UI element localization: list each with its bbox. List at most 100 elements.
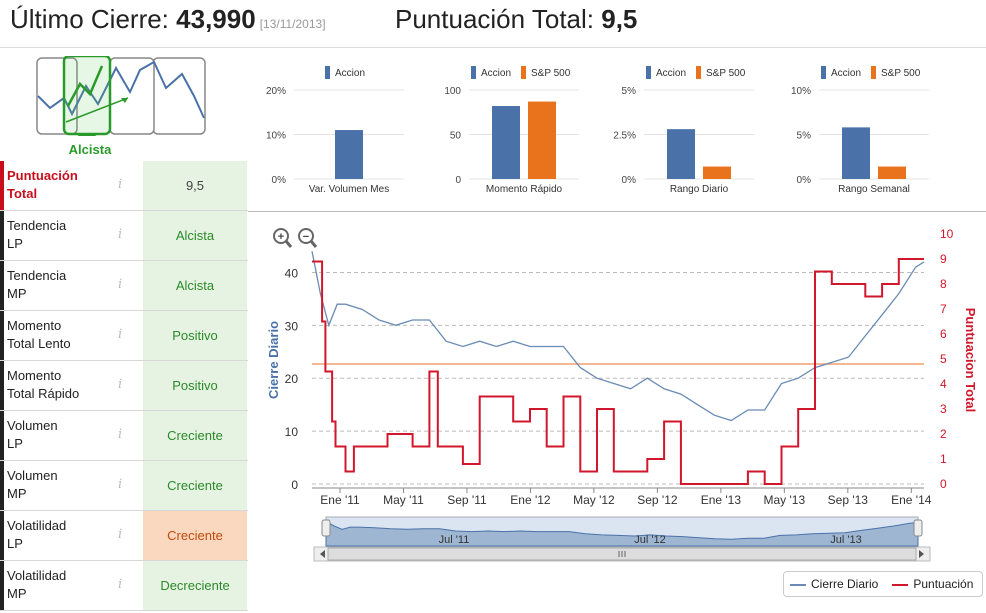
info-icon[interactable]: i [118, 527, 123, 542]
x-category-label: Rango Diario [670, 184, 729, 195]
info-icon[interactable]: i [118, 427, 123, 442]
zoom-in-icon[interactable]: + [273, 228, 293, 248]
svg-text:−: − [303, 231, 309, 243]
mini-chart: Accion S&P 500 100 50 0 Momento Rápido [444, 66, 579, 195]
info-icon[interactable]: i [118, 577, 123, 592]
indicator-row[interactable]: Volumen LP i Creciente [0, 411, 248, 461]
indicator-label-line2: MP [7, 586, 27, 601]
legend-swatch [471, 66, 476, 79]
zoom-out-icon[interactable]: − [298, 228, 318, 248]
x-tick-label: May '11 [383, 493, 424, 507]
y-tick-label: 0% [797, 175, 812, 186]
indicator-label-line1: Volatilidad [7, 518, 67, 533]
last-close-date: [13/11/2013] [259, 17, 326, 31]
bar[interactable] [878, 166, 906, 179]
indicator-label-line2: MP [7, 486, 27, 501]
x-tick-label: Ene '14 [891, 493, 932, 507]
indicator-label-line2: Total Lento [7, 336, 71, 351]
indicator-row[interactable]: Momento Total Rápido i Positivo [0, 361, 248, 411]
indicator-value: Alcista [143, 211, 247, 260]
indicator-row[interactable]: Puntuación Total i 9,5 [0, 161, 248, 211]
legend-close-label: Cierre Diario [811, 577, 879, 591]
y2-tick-label: 7 [940, 302, 947, 316]
info-icon[interactable]: i [118, 177, 123, 192]
bar[interactable] [703, 166, 731, 179]
info-icon[interactable]: i [118, 327, 123, 342]
scroll-left-icon[interactable] [320, 550, 325, 558]
total-score-value: 9,5 [601, 4, 638, 34]
x-category-label: Rango Semanal [838, 184, 910, 195]
scroll-right-icon[interactable] [919, 550, 924, 558]
y2-tick-label: 2 [940, 427, 947, 441]
legend-swatch [871, 66, 876, 79]
bar[interactable] [528, 101, 556, 179]
legend-label: Accion [831, 68, 861, 79]
legend-label: S&P 500 [706, 68, 746, 79]
indicator-row[interactable]: Tendencia LP i Alcista [0, 211, 248, 261]
y-tick-label: 30 [285, 319, 299, 333]
range-navigator[interactable]: Jul '11 Jul '12 Jul '13 [321, 516, 923, 547]
legend-swatch [521, 66, 526, 79]
info-icon[interactable]: i [118, 277, 123, 292]
info-icon[interactable]: i [118, 227, 123, 242]
x-tick-label: Ene '11 [320, 493, 360, 507]
total-score-label: Puntuación Total: [395, 4, 594, 34]
legend-label: Accion [656, 68, 686, 79]
x-tick-label: May '13 [764, 493, 806, 507]
indicator-row[interactable]: Momento Total Lento i Positivo [0, 311, 248, 361]
indicator-label-line1: Volumen [7, 418, 58, 433]
y-tick-label: 2.5% [613, 131, 636, 142]
x-category-label: Var. Volumen Mes [309, 184, 389, 195]
bar[interactable] [335, 130, 363, 179]
series-line-close[interactable] [311, 251, 925, 422]
x-tick-label: Sep '11 [447, 493, 487, 507]
indicator-label-line1: Volumen [7, 468, 58, 483]
series-line-score[interactable] [312, 258, 924, 485]
indicator-label-line2: Total Rápido [7, 386, 80, 401]
indicator-label-line1: Volatilidad [7, 568, 67, 583]
legend-swatch [821, 66, 826, 79]
mini-bar-charts: Accion 20% 10% 0% Var. Volumen Mes Accion S&P … [266, 66, 929, 195]
header: Último Cierre: 43,990 [13/11/2013] Puntua… [0, 0, 986, 48]
indicator-label: Tendencia LP [0, 211, 143, 260]
y-tick-label: 0% [272, 175, 287, 186]
indicator-label: Tendencia MP [0, 261, 143, 310]
legend-score-swatch [892, 583, 909, 586]
legend-label: Accion [335, 68, 365, 79]
navigator-label: Jul '11 [439, 534, 470, 546]
indicator-value: Positivo [143, 361, 247, 410]
indicator-label: Momento Total Lento [0, 311, 143, 360]
navigator-handle-right[interactable] [913, 519, 923, 537]
main-chart-legend: Cierre Diario Puntuación [783, 571, 983, 597]
trend-label: Alcista [68, 142, 112, 157]
indicator-row[interactable]: Volatilidad LP i Creciente [0, 511, 248, 561]
legend-swatch [696, 66, 701, 79]
navigator-handle-left[interactable] [321, 519, 331, 537]
y-tick-label: 20 [285, 372, 299, 386]
bar[interactable] [667, 129, 695, 179]
x-tick-label: Sep '12 [637, 493, 678, 507]
y2-tick-label: 8 [940, 277, 947, 291]
info-icon[interactable]: i [118, 477, 123, 492]
indicator-value: Creciente [143, 511, 247, 560]
indicator-value: Creciente [143, 411, 247, 460]
legend-item-close[interactable]: Cierre Diario [790, 577, 878, 591]
indicator-label: Volumen LP [0, 411, 143, 460]
legend-item-score[interactable]: Puntuación [892, 577, 973, 591]
y2-tick-label: 5 [940, 352, 947, 366]
legend-score-label: Puntuación [913, 577, 974, 591]
indicator-row[interactable]: Volatilidad MP i Decreciente [0, 561, 248, 611]
bar[interactable] [842, 127, 870, 179]
info-icon[interactable]: i [118, 377, 123, 392]
navigator-scrollbar[interactable] [313, 546, 931, 562]
indicator-label-line1: Puntuación [7, 168, 78, 183]
indicator-label-line2: MP [7, 286, 27, 301]
indicator-row[interactable]: Tendencia MP i Alcista [0, 261, 248, 311]
indicator-row[interactable]: Volumen MP i Creciente [0, 461, 248, 511]
indicator-label-line2: LP [7, 236, 23, 251]
y2-tick-label: 9 [940, 252, 947, 266]
bar[interactable] [492, 106, 520, 179]
indicator-label: Momento Total Rápido [0, 361, 143, 410]
trend-icon [36, 56, 206, 136]
